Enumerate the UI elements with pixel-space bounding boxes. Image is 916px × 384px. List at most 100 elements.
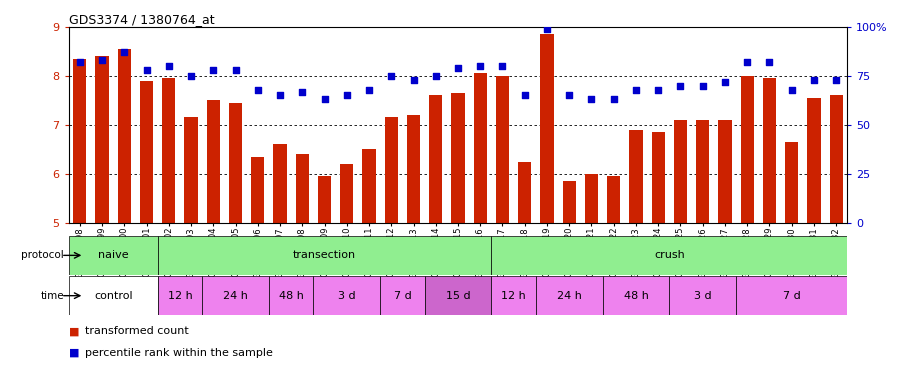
Text: GDS3374 / 1380764_at: GDS3374 / 1380764_at <box>69 13 214 26</box>
Bar <box>491 236 847 275</box>
Bar <box>674 120 687 223</box>
Bar <box>69 276 158 315</box>
Bar <box>407 115 420 223</box>
Bar <box>202 276 269 315</box>
Bar <box>670 276 736 315</box>
Bar <box>740 76 754 223</box>
Text: 48 h: 48 h <box>278 291 303 301</box>
Bar <box>607 176 620 223</box>
Point <box>340 92 354 98</box>
Point <box>451 65 465 71</box>
Point <box>518 92 532 98</box>
Text: 15 d: 15 d <box>446 291 470 301</box>
Bar <box>318 176 332 223</box>
Bar <box>584 174 598 223</box>
Bar <box>296 154 309 223</box>
Text: ■: ■ <box>69 326 79 336</box>
Bar <box>158 276 202 315</box>
Point <box>606 96 621 103</box>
Point <box>184 73 199 79</box>
Bar <box>785 142 799 223</box>
Bar <box>562 181 576 223</box>
Bar <box>540 34 553 223</box>
Text: percentile rank within the sample: percentile rank within the sample <box>85 348 273 358</box>
Bar <box>69 236 158 275</box>
Bar <box>763 78 776 223</box>
Bar <box>736 276 847 315</box>
Text: 24 h: 24 h <box>557 291 582 301</box>
Point <box>496 63 510 69</box>
Bar <box>73 59 86 223</box>
Text: 24 h: 24 h <box>224 291 248 301</box>
Bar <box>651 132 665 223</box>
Text: 7 d: 7 d <box>783 291 801 301</box>
Point <box>206 67 221 73</box>
Bar <box>491 276 536 315</box>
Point <box>762 59 777 65</box>
Bar <box>718 120 732 223</box>
Text: 3 d: 3 d <box>338 291 355 301</box>
Point <box>117 49 132 55</box>
Point <box>695 83 710 89</box>
Bar <box>452 93 464 223</box>
Point <box>139 67 154 73</box>
Bar <box>340 164 354 223</box>
Point <box>161 63 176 69</box>
Point <box>717 79 732 85</box>
Bar <box>363 149 376 223</box>
Text: crush: crush <box>654 250 684 260</box>
Point <box>784 86 799 93</box>
Bar <box>269 276 313 315</box>
Point <box>829 77 844 83</box>
Text: naive: naive <box>98 250 128 260</box>
Text: protocol: protocol <box>21 250 64 260</box>
Bar <box>117 49 131 223</box>
Bar <box>95 56 109 223</box>
Point <box>384 73 398 79</box>
Bar <box>184 118 198 223</box>
Text: 3 d: 3 d <box>694 291 712 301</box>
Point <box>651 86 666 93</box>
Bar <box>425 276 491 315</box>
Bar <box>696 120 709 223</box>
Text: 7 d: 7 d <box>394 291 411 301</box>
Point <box>273 92 288 98</box>
Point <box>807 77 822 83</box>
Point <box>317 96 332 103</box>
Point <box>628 86 643 93</box>
Point <box>295 88 310 94</box>
Point <box>406 77 420 83</box>
Bar <box>429 96 442 223</box>
Bar <box>385 118 398 223</box>
Point <box>94 57 109 63</box>
Bar <box>273 144 287 223</box>
Bar <box>140 81 153 223</box>
Point <box>473 63 487 69</box>
Point <box>562 92 576 98</box>
Bar <box>496 76 509 223</box>
Bar <box>474 73 487 223</box>
Point <box>740 59 755 65</box>
Bar <box>251 157 265 223</box>
Bar <box>603 276 670 315</box>
Bar <box>518 162 531 223</box>
Bar <box>162 78 176 223</box>
Text: 48 h: 48 h <box>624 291 649 301</box>
Text: 12 h: 12 h <box>501 291 526 301</box>
Text: transection: transection <box>293 250 356 260</box>
Text: 12 h: 12 h <box>168 291 192 301</box>
Bar <box>807 98 821 223</box>
Point <box>228 67 243 73</box>
Bar <box>536 276 603 315</box>
Point <box>673 83 688 89</box>
Point <box>250 86 265 93</box>
Bar <box>830 96 843 223</box>
Bar <box>380 276 425 315</box>
Point <box>362 86 376 93</box>
Point <box>584 96 599 103</box>
Text: control: control <box>93 291 133 301</box>
Point <box>72 59 87 65</box>
Bar <box>229 103 242 223</box>
Bar <box>158 236 491 275</box>
Text: time: time <box>40 291 64 301</box>
